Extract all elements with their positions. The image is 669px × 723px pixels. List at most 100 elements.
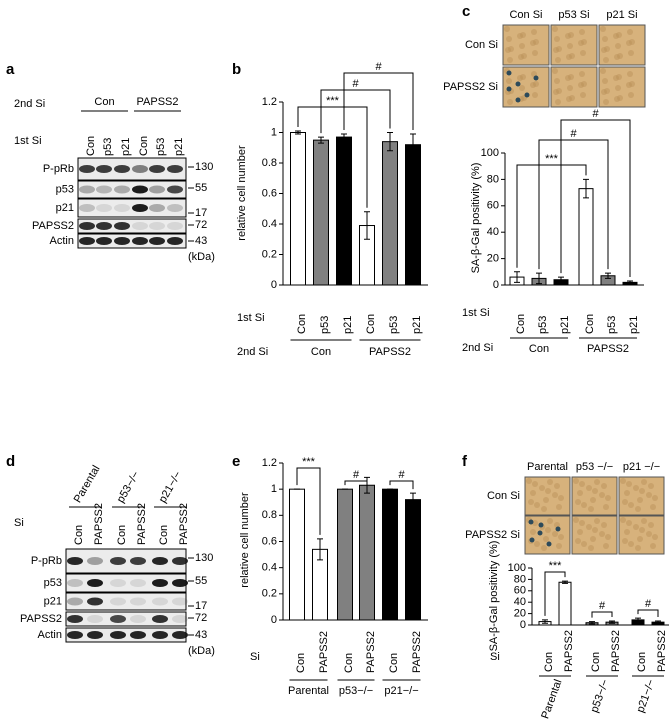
error-bar bbox=[609, 620, 615, 624]
cell-texture bbox=[617, 53, 623, 59]
significance-bracket bbox=[591, 611, 613, 618]
stained-cell bbox=[506, 86, 512, 92]
group-label: Parental bbox=[539, 678, 564, 721]
cell-texture bbox=[520, 74, 526, 80]
error-bar bbox=[627, 280, 633, 285]
cell-texture bbox=[622, 538, 628, 544]
group-label: p21−/− bbox=[157, 469, 185, 505]
error-bar bbox=[295, 130, 301, 135]
row-header: Si bbox=[14, 517, 24, 529]
cell-texture bbox=[652, 495, 658, 501]
significance-bracket bbox=[389, 480, 414, 490]
error-bar bbox=[542, 619, 548, 624]
marker-label: 130 bbox=[195, 552, 213, 564]
cell-texture bbox=[641, 518, 647, 524]
stained-cell bbox=[515, 81, 521, 87]
band bbox=[96, 185, 112, 194]
band bbox=[152, 597, 168, 606]
cell-texture bbox=[519, 85, 525, 91]
error-bar bbox=[514, 271, 520, 283]
y-tick-label: 0.8 bbox=[262, 509, 277, 521]
cell-texture bbox=[518, 54, 524, 60]
lane-label: Con bbox=[116, 525, 128, 545]
marker-label: 43 bbox=[195, 235, 207, 247]
x-tick-label: p53 bbox=[606, 316, 618, 334]
image-column-label: p21 −/− bbox=[623, 461, 660, 473]
micrograph bbox=[598, 66, 646, 108]
band bbox=[114, 204, 130, 212]
cell-texture bbox=[520, 32, 526, 38]
cell-texture bbox=[626, 82, 632, 88]
band bbox=[172, 557, 188, 565]
band bbox=[67, 597, 83, 606]
y-tick-label: 60 bbox=[487, 200, 499, 212]
error-bar bbox=[562, 580, 568, 584]
cell-texture bbox=[508, 46, 514, 52]
cell-texture bbox=[521, 53, 527, 59]
band bbox=[79, 185, 95, 194]
protein-label: p53 bbox=[56, 183, 74, 195]
x-tick-label: Con bbox=[515, 314, 527, 334]
cell-texture bbox=[543, 497, 549, 503]
significance-bracket bbox=[544, 571, 566, 616]
error-bar bbox=[536, 272, 542, 285]
band bbox=[172, 579, 188, 587]
cell-texture bbox=[533, 39, 539, 45]
error-bar bbox=[558, 276, 564, 283]
cell-texture bbox=[568, 32, 574, 38]
band bbox=[167, 222, 183, 230]
image-row-label: PAPSS2 Si bbox=[443, 81, 498, 93]
cell-texture bbox=[637, 536, 643, 542]
marker-label: 72 bbox=[195, 612, 207, 624]
significance-label: # bbox=[592, 108, 599, 120]
cell-texture bbox=[635, 506, 641, 512]
marker-label: 17 bbox=[195, 600, 207, 612]
cell-texture bbox=[588, 545, 594, 551]
group-label: p53−/− bbox=[115, 469, 143, 505]
cell-texture bbox=[652, 534, 658, 540]
group-label: PAPSS2 bbox=[587, 343, 629, 355]
cell-texture bbox=[532, 50, 538, 56]
cell-texture bbox=[629, 39, 635, 45]
significance-bracket bbox=[320, 89, 391, 134]
blot-strip bbox=[65, 592, 187, 611]
cell-texture bbox=[530, 82, 536, 88]
group-label: p21−/− bbox=[635, 678, 658, 714]
band bbox=[96, 237, 112, 245]
x-tick-label: PAPSS2 bbox=[411, 631, 423, 673]
error-bar bbox=[318, 136, 324, 144]
cell-texture bbox=[600, 68, 606, 74]
cell-texture bbox=[626, 40, 632, 46]
micrograph bbox=[618, 476, 665, 516]
cell-texture bbox=[635, 545, 641, 551]
cell-texture bbox=[628, 502, 634, 508]
cell-texture bbox=[605, 534, 611, 540]
cell-texture bbox=[532, 92, 538, 98]
cell-texture bbox=[639, 488, 645, 494]
lane-label: Con bbox=[138, 136, 150, 156]
micrograph bbox=[618, 515, 665, 555]
cell-texture bbox=[519, 43, 525, 49]
significance-bracket bbox=[637, 609, 659, 618]
y-tick-label: 0 bbox=[520, 619, 526, 631]
significance-bracket bbox=[516, 164, 587, 268]
stained-cell bbox=[538, 522, 544, 528]
bar bbox=[405, 499, 421, 621]
band bbox=[67, 557, 83, 565]
band bbox=[110, 631, 126, 639]
group-label: p21−/− bbox=[384, 685, 418, 697]
cell-texture bbox=[555, 57, 561, 63]
lane-label: Con bbox=[73, 525, 85, 545]
cell-texture bbox=[530, 40, 536, 46]
cell-texture bbox=[532, 481, 538, 487]
image-row-label: Con Si bbox=[487, 490, 520, 502]
cell-texture bbox=[579, 71, 585, 77]
y-tick-label: 0.4 bbox=[262, 562, 277, 574]
significance-label: # bbox=[375, 61, 382, 73]
cell-texture bbox=[601, 47, 607, 53]
band bbox=[167, 237, 183, 245]
cell-texture bbox=[579, 29, 585, 35]
y-tick-label: 80 bbox=[514, 573, 526, 585]
cell-texture bbox=[568, 74, 574, 80]
group-label: p53−/− bbox=[339, 685, 373, 697]
